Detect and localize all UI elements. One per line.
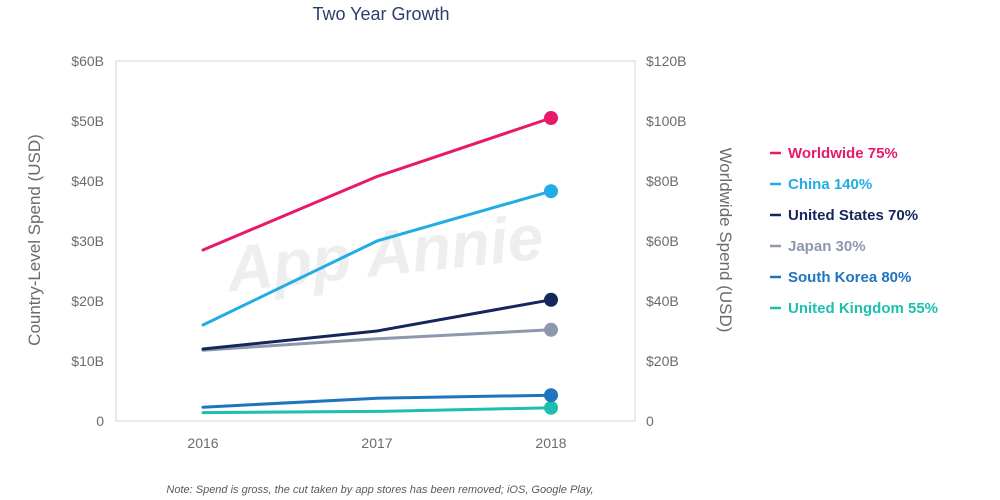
legend-label: Worldwide 75%: [788, 145, 898, 162]
y-left-tick-label: $60B: [71, 53, 104, 69]
plot-frame: [115, 60, 636, 422]
chart-note: Note: Spend is gross, the cut taken by a…: [166, 484, 593, 496]
y-right-tick-label: $40B: [646, 293, 679, 309]
series-line-united-kingdom: [201, 406, 553, 415]
y-axis-left-ticks: 0 $10B $20B $30B $40B $50B $60B: [71, 53, 104, 429]
y-left-tick-label: 0: [96, 413, 104, 429]
legend-label: South Korea 80%: [788, 269, 911, 286]
y-right-tick-label: $60B: [646, 233, 679, 249]
y-left-tick-label: $20B: [71, 293, 104, 309]
y-axis-right-ticks: 0 $20B $40B $60B $80B $100B $120B: [646, 53, 686, 429]
y-right-tick-label: $80B: [646, 173, 679, 189]
y-left-tick-label: $10B: [71, 353, 104, 369]
series-end-point-japan: [544, 322, 558, 337]
legend-label: United Kingdom 55%: [788, 300, 938, 317]
series-end-point-united-kingdom: [544, 400, 558, 415]
series-line-united-states: [201, 298, 553, 351]
y-axis-right-label: Worldwide Spend (USD): [716, 148, 735, 333]
series-end-point-united-states: [544, 292, 558, 307]
chart-title: Two Year Growth: [312, 4, 449, 24]
legend-label: United States 70%: [788, 207, 918, 224]
x-tick-label: 2017: [361, 435, 392, 451]
y-right-tick-label: $120B: [646, 53, 686, 69]
series-end-point-worldwide: [544, 111, 558, 125]
y-right-tick-label: 0: [646, 413, 654, 429]
series-line-japan: [201, 328, 553, 352]
series-line-worldwide: [201, 116, 553, 252]
legend: Worldwide 75% China 140% United States 70%…: [770, 145, 938, 317]
series-line-south-korea: [201, 393, 553, 409]
series-end-point-china: [544, 184, 558, 199]
y-right-tick-label: $20B: [646, 353, 679, 369]
y-left-tick-label: $30B: [71, 233, 104, 249]
series-line-china: [201, 189, 553, 327]
legend-label: China 140%: [788, 176, 872, 193]
y-left-tick-label: $50B: [71, 113, 104, 129]
x-tick-label: 2016: [187, 435, 218, 451]
x-tick-label: 2018: [535, 435, 566, 451]
legend-label: Japan 30%: [788, 238, 866, 255]
y-right-tick-label: $100B: [646, 113, 686, 129]
x-axis-ticks: 2016 2017 2018: [187, 435, 566, 451]
y-left-tick-label: $40B: [71, 173, 104, 189]
series-layer: [201, 111, 558, 415]
series-end-point-south-korea: [544, 388, 558, 403]
watermark: App Annie: [221, 201, 546, 306]
y-axis-left-label: Country-Level Spend (USD): [25, 134, 44, 346]
